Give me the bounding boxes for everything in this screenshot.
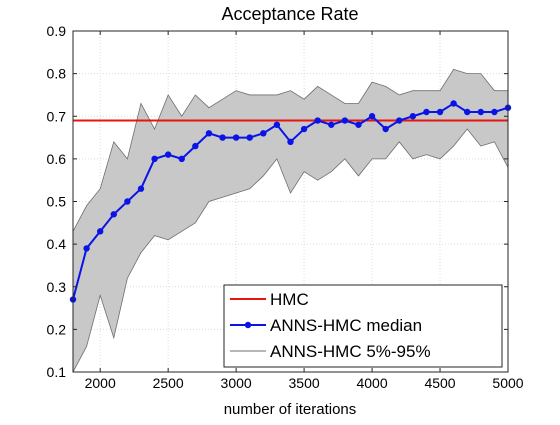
median-point bbox=[368, 113, 376, 120]
percentile-band-lower-edge bbox=[72, 128, 509, 373]
median-point bbox=[491, 108, 498, 116]
median-point bbox=[178, 155, 185, 163]
median-point bbox=[450, 100, 457, 107]
median-point bbox=[409, 113, 417, 120]
percentile-band-upper-edge bbox=[72, 68, 508, 232]
median-point bbox=[151, 155, 158, 163]
y-tick-label: 0.8 bbox=[47, 66, 67, 82]
y-tick-label: 0.4 bbox=[47, 236, 67, 252]
median-point bbox=[355, 121, 362, 128]
legend-band-label: ANNS-HMC 5%-95% bbox=[270, 342, 431, 361]
median-point bbox=[396, 117, 403, 124]
y-tick-label: 0.5 bbox=[47, 194, 67, 210]
percentile-band-area bbox=[73, 69, 508, 373]
legend-median-marker bbox=[244, 321, 252, 329]
x-tick-label: 3000 bbox=[221, 375, 252, 391]
y-tick-label: 0.3 bbox=[47, 279, 67, 295]
median-point bbox=[464, 108, 471, 116]
median-point bbox=[260, 130, 267, 137]
legend-median-label: ANNS-HMC median bbox=[270, 316, 422, 335]
median-point bbox=[382, 125, 389, 133]
chart-title: Acceptance Rate bbox=[221, 4, 358, 24]
median-point bbox=[137, 185, 145, 192]
median-point bbox=[192, 142, 199, 150]
median-point bbox=[300, 125, 308, 133]
median-point bbox=[164, 151, 172, 158]
x-tick-label: 2000 bbox=[85, 375, 116, 391]
median-point bbox=[83, 245, 90, 252]
median-series-layer bbox=[69, 100, 512, 303]
median-point bbox=[341, 117, 349, 124]
legend: HMC ANNS-HMC median ANNS-HMC 5%-95% bbox=[223, 284, 503, 368]
median-point bbox=[328, 121, 335, 128]
x-axis-label: number of iterations bbox=[224, 401, 357, 418]
y-tick-label: 0.9 bbox=[47, 23, 67, 39]
median-point bbox=[287, 138, 294, 146]
y-tick-label: 0.1 bbox=[47, 364, 67, 380]
legend-hmc-label: HMC bbox=[270, 290, 309, 309]
median-point bbox=[124, 198, 131, 205]
median-point bbox=[246, 134, 253, 141]
median-point bbox=[273, 121, 281, 128]
median-point bbox=[232, 134, 240, 141]
median-point bbox=[219, 134, 226, 141]
x-tick-label: 4500 bbox=[424, 375, 455, 391]
y-tick-label: 0.2 bbox=[47, 321, 67, 337]
x-tick-label: 2500 bbox=[153, 375, 184, 391]
y-tick-label: 0.7 bbox=[47, 108, 67, 124]
median-point bbox=[96, 228, 104, 235]
median-point bbox=[477, 108, 485, 116]
median-point bbox=[205, 130, 213, 137]
median-point bbox=[423, 108, 430, 116]
median-point bbox=[436, 108, 444, 116]
legend-box bbox=[223, 284, 503, 368]
median-point bbox=[110, 211, 117, 218]
x-tick-label: 4000 bbox=[356, 375, 387, 391]
x-tick-label: 5000 bbox=[492, 375, 523, 391]
median-point bbox=[314, 117, 321, 124]
axis-ticks: 2000 2500 3000 3500 4000 4500 5000 0.1 0.2 0.3 0.4… bbox=[47, 23, 524, 391]
x-tick-label: 3500 bbox=[289, 375, 320, 391]
y-tick-label: 0.6 bbox=[47, 151, 67, 167]
percentile-band-layer bbox=[72, 68, 509, 373]
